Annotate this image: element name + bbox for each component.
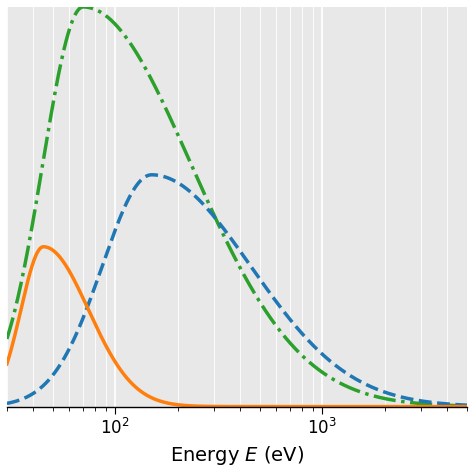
X-axis label: Energy $\mathit{E}$ (eV): Energy $\mathit{E}$ (eV)	[170, 444, 304, 467]
